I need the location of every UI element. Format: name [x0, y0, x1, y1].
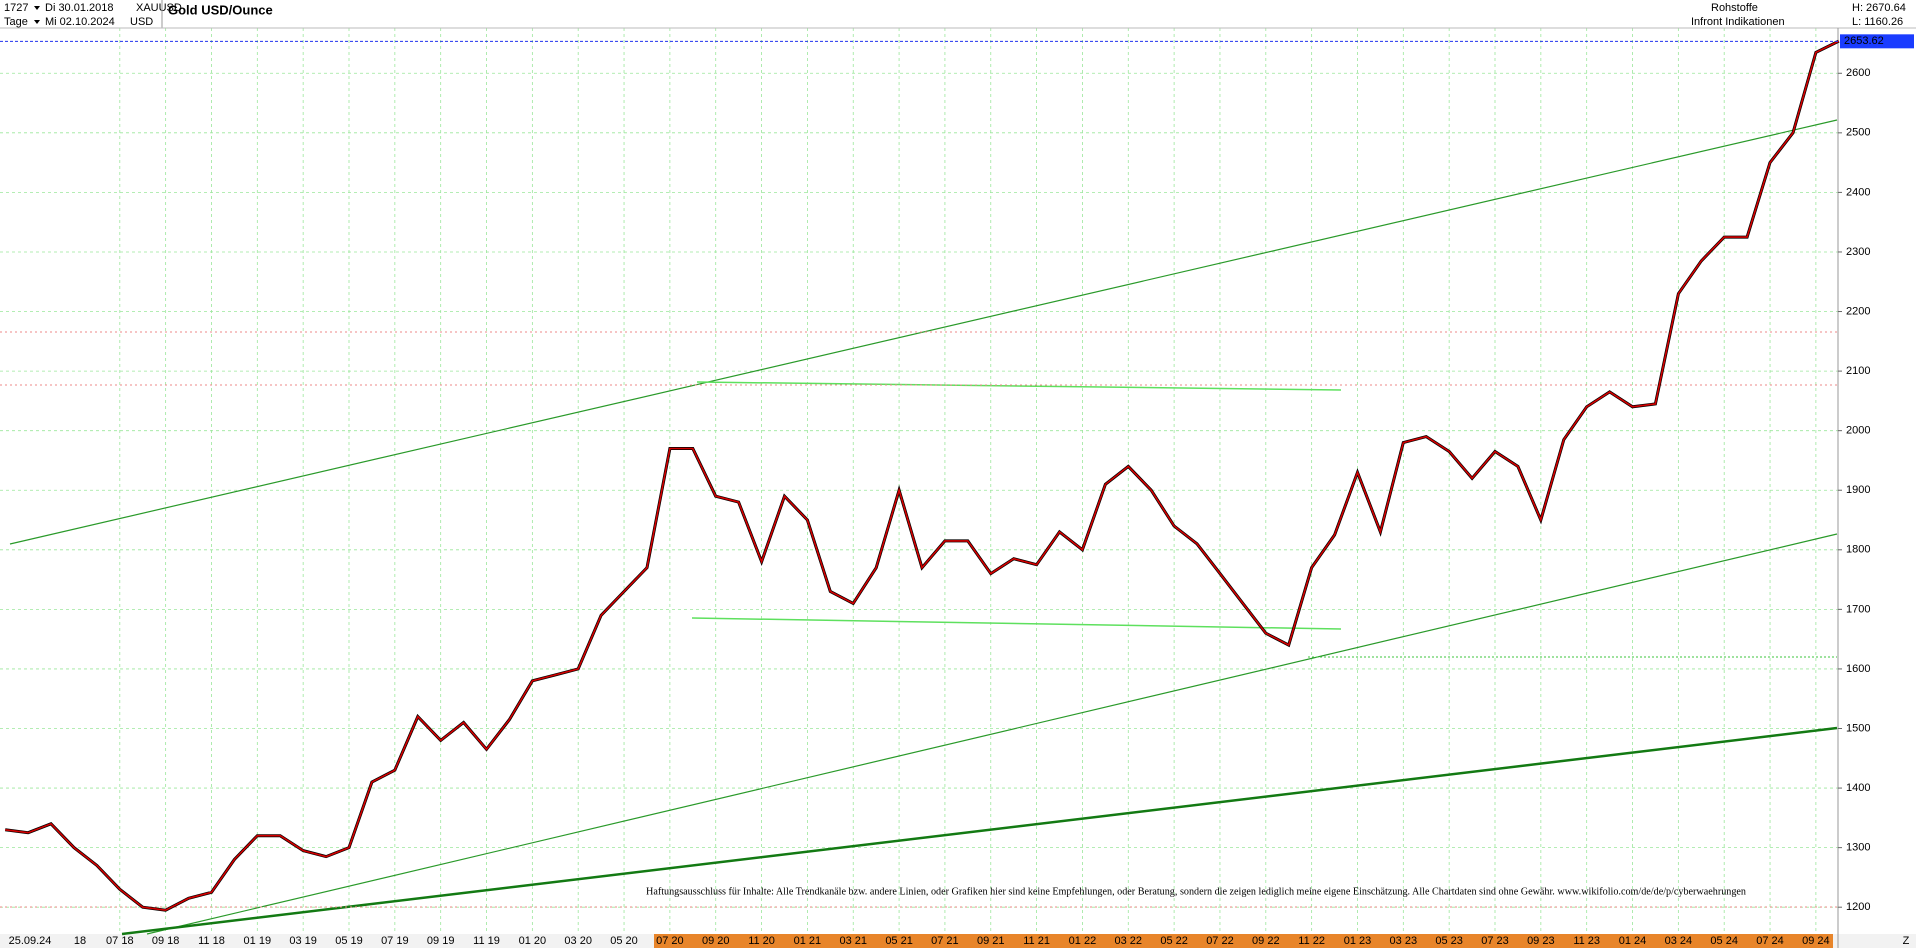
x-tick-label: 05 24 [1710, 935, 1738, 947]
x-tick-label: 07 21 [931, 935, 959, 947]
x-tick-label: 05 19 [335, 935, 363, 947]
plot [5, 39, 1840, 912]
x-tick-label: 07 22 [1206, 935, 1234, 947]
currency: USD [130, 16, 153, 28]
y-tick-label: 2100 [1846, 365, 1870, 377]
x-tick-label: 25.09.24 [9, 935, 52, 947]
y-tick-label: 1200 [1846, 901, 1870, 913]
chart-title: Gold USD/Ounce [168, 2, 273, 17]
category: Rohstoffe [1711, 2, 1758, 14]
date-to: Mi 02.10.2024 [45, 16, 115, 28]
y-tick-label: 2600 [1846, 67, 1870, 79]
axis-end-label: Z [1903, 935, 1910, 947]
last-price-label: 2653.62 [1844, 35, 1884, 47]
grid [0, 28, 1838, 934]
trend-line [146, 533, 1838, 935]
y-tick-label: 2200 [1846, 305, 1870, 317]
y-tick-label: 1800 [1846, 544, 1870, 556]
y-tick-label: 1300 [1846, 842, 1870, 854]
y-tick-label: 2000 [1846, 425, 1870, 437]
disclaimer: Haftungsausschluss für Inhalte: Alle Tre… [646, 886, 1746, 897]
x-tick-label: 07 23 [1481, 935, 1509, 947]
x-tick-label: 05 21 [885, 935, 913, 947]
dropdown-icon[interactable] [34, 6, 40, 10]
x-tick-label: 09 24 [1802, 935, 1830, 947]
source: Infront Indikationen [1691, 16, 1785, 28]
y-tick-label: 1900 [1846, 484, 1870, 496]
x-tick-label: 07 24 [1756, 935, 1784, 947]
date-from: Di 30.01.2018 [45, 2, 114, 14]
trend-line [691, 617, 1342, 630]
x-tick-label: 01 24 [1619, 935, 1647, 947]
x-tick-label: 07 19 [381, 935, 409, 947]
y-tick-label: 1600 [1846, 663, 1870, 675]
x-tick-label: 03 24 [1665, 935, 1693, 947]
x-tick-label: 01 19 [244, 935, 272, 947]
dropdown-icon[interactable] [34, 20, 40, 24]
x-axis-highlight [654, 934, 1833, 948]
trend-line [9, 119, 1838, 545]
y-tick-label: 1700 [1846, 603, 1870, 615]
x-tick-label: 03 23 [1390, 935, 1418, 947]
x-tick-label: 01 20 [519, 935, 547, 947]
x-tick-label: 01 23 [1344, 935, 1372, 947]
x-tick-label: 03 20 [564, 935, 592, 947]
x-tick-label: 05 20 [610, 935, 638, 947]
y-tick-label: 2500 [1846, 127, 1870, 139]
x-tick-label: 11 20 [748, 935, 775, 947]
x-tick-label: 03 19 [289, 935, 317, 947]
last-price-box [1840, 34, 1914, 49]
x-tick-label: 03 22 [1115, 935, 1143, 947]
x-tick-label: 05 22 [1160, 935, 1188, 947]
trend-line [121, 726, 1838, 936]
x-tick-label: 09 18 [152, 935, 180, 947]
price-line [5, 40, 1840, 912]
x-tick-label: 11 22 [1298, 935, 1325, 947]
x-tick-label: 03 21 [839, 935, 867, 947]
x-tick-label: 09 21 [977, 935, 1005, 947]
x-tick-label: 11 23 [1573, 935, 1600, 947]
trend-line [696, 381, 1342, 391]
x-tick-label: 07 20 [656, 935, 684, 947]
x-tick-label: 11 19 [473, 935, 500, 947]
x-tick-label: 09 22 [1252, 935, 1280, 947]
x-tick-label: 11 18 [198, 935, 225, 947]
period: Tage [4, 16, 28, 28]
x-tick-label: 01 22 [1069, 935, 1097, 947]
x-tick-label: 09 19 [427, 935, 455, 947]
y-tick-label: 2300 [1846, 246, 1870, 258]
y-tick-label: 2400 [1846, 186, 1870, 198]
x-tick-label: 05 23 [1435, 935, 1463, 947]
y-tick-label: 1400 [1846, 782, 1870, 794]
x-tick-label: 09 23 [1527, 935, 1555, 947]
x-tick-label: 07 18 [106, 935, 134, 947]
symbol: XAUUSD [136, 2, 182, 14]
y-tick-label: 1500 [1846, 722, 1870, 734]
low: L: 1160.26 [1852, 16, 1903, 28]
x-tick-label: 01 21 [794, 935, 822, 947]
high: H: 2670.64 [1852, 2, 1906, 14]
x-tick-label: 18 [74, 935, 86, 947]
count: 1727 [4, 2, 28, 14]
x-tick-label: 11 21 [1023, 935, 1050, 947]
trend-lines [0, 119, 1838, 936]
x-tick-label: 09 20 [702, 935, 730, 947]
